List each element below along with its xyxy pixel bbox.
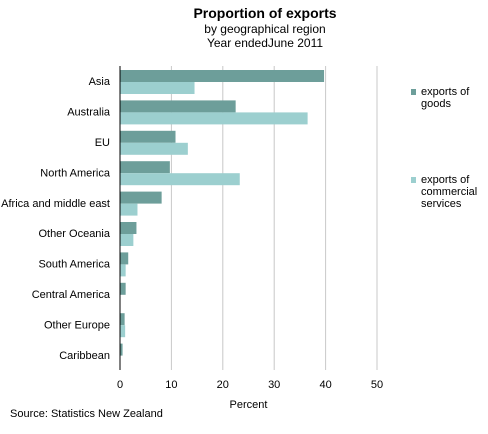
bar-services-south-america <box>120 264 126 277</box>
bar-goods-asia <box>120 70 325 82</box>
chart-title: Proportion of exports <box>193 5 337 21</box>
bar-goods-north-america <box>120 161 170 174</box>
bar-services-other-oceania <box>120 234 134 246</box>
x-tick-label-40: 40 <box>319 379 331 391</box>
x-tick-label-0: 0 <box>117 379 123 391</box>
x-axis-label: Percent <box>230 399 268 411</box>
bar-goods-africa-and-middle-east <box>120 191 162 204</box>
category-label-north-america: North America <box>40 167 111 179</box>
chart-subtitle-line-2: Year endedJune 2011 <box>206 36 324 50</box>
bar-goods-south-america <box>120 252 129 265</box>
bar-goods-caribbean <box>120 343 123 356</box>
category-label-asia: Asia <box>89 76 111 88</box>
category-label-central-america: Central America <box>32 289 111 301</box>
category-label-eu: EU <box>95 137 110 149</box>
category-label-caribbean: Caribbean <box>59 350 110 362</box>
legend-label-services-line-1: exports of <box>421 174 470 186</box>
legend-label-goods-line-1: exports of <box>421 86 470 98</box>
category-label-south-america: South America <box>38 259 110 271</box>
bar-services-north-america <box>120 173 240 186</box>
x-tick-label-10: 10 <box>165 379 177 391</box>
legend-label-goods-line-2: goods <box>421 98 451 110</box>
bar-goods-australia <box>120 100 236 113</box>
bar-goods-eu <box>120 130 176 143</box>
x-tick-label-50: 50 <box>371 379 383 391</box>
source-note: Source: Statistics New Zealand <box>10 408 163 420</box>
bar-goods-other-oceania <box>120 222 137 234</box>
bar-services-asia <box>120 82 195 94</box>
category-label-other-oceania: Other Oceania <box>38 228 110 240</box>
x-tick-label-20: 20 <box>217 379 229 391</box>
category-label-other-europe: Other Europe <box>44 319 110 331</box>
x-tick-label-30: 30 <box>268 379 280 391</box>
legend-swatch-services <box>411 177 416 183</box>
category-label-africa-and-middle-east: Africa and middle east <box>1 198 110 210</box>
category-label-australia: Australia <box>67 107 111 119</box>
legend-swatch-goods <box>411 89 416 95</box>
bar-services-other-europe <box>120 325 126 338</box>
bar-goods-central-america <box>120 282 126 295</box>
bar-goods-other-europe <box>120 313 125 326</box>
chart-subtitle-line-1: by geographical region <box>204 22 326 36</box>
legend-label-services-line-2: commercial <box>421 186 477 198</box>
bar-services-africa-and-middle-east <box>120 203 138 216</box>
bar-services-australia <box>120 112 308 125</box>
bar-services-eu <box>120 142 188 155</box>
legend-label-services-line-3: services <box>421 198 462 210</box>
